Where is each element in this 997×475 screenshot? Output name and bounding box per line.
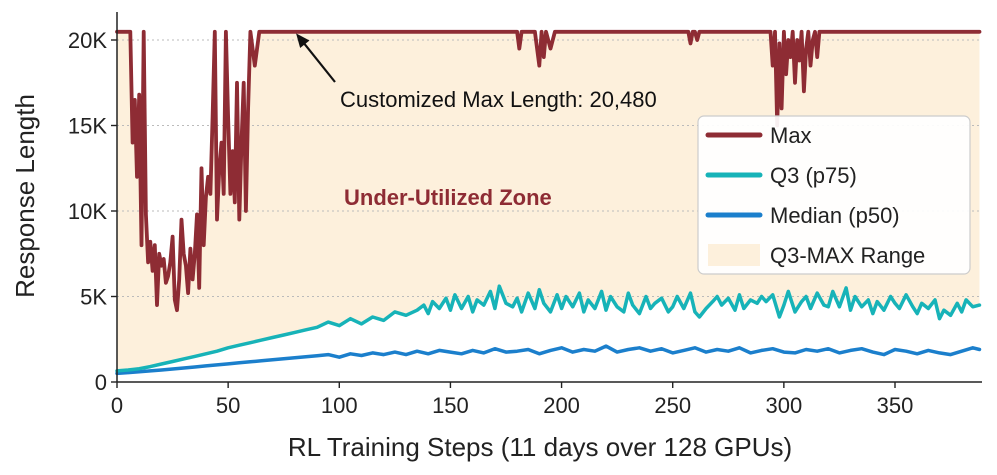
annotation-text: Customized Max Length: 20,480 <box>340 87 657 112</box>
y-tick-label: 0 <box>95 370 107 395</box>
x-tick-label: 250 <box>654 393 691 418</box>
y-tick-label: 10K <box>68 199 107 224</box>
series-lines <box>115 29 982 376</box>
x-tick-label: 0 <box>111 393 123 418</box>
x-tick-label: 300 <box>765 393 802 418</box>
max-length-annotation: Customized Max Length: 20,480 <box>296 33 657 112</box>
annotation-arrowhead <box>296 33 310 49</box>
legend-label: Median (p50) <box>770 203 900 228</box>
series-median-line <box>115 344 982 376</box>
legend-swatch-patch <box>708 244 760 266</box>
legend-label: Q3 (p75) <box>770 163 857 188</box>
x-tick-label: 350 <box>877 393 914 418</box>
series-q3-line <box>115 284 982 373</box>
y-tick-label: 20K <box>68 28 107 53</box>
under-utilized-zone-label: Under-Utilized Zone <box>344 185 552 210</box>
annotation-arrow <box>301 40 336 83</box>
x-tick-label: 50 <box>216 393 240 418</box>
y-axis-title: Response Length <box>10 94 40 298</box>
y-tick-label: 15K <box>68 114 107 139</box>
legend-label: Max <box>770 123 812 148</box>
x-tick-label: 100 <box>321 393 358 418</box>
series-max-line <box>115 29 982 313</box>
y-tick-label: 5K <box>80 285 107 310</box>
x-tick-label: 150 <box>432 393 469 418</box>
x-tick-label: 200 <box>543 393 580 418</box>
axes <box>116 12 982 383</box>
tick-labels: 0 50 100 150 200 250 300 350 0 5K 10K 15K 20K <box>68 28 914 418</box>
legend: Max Q3 (p75) Median (p50) Q3-MAX Range <box>697 115 971 275</box>
legend-label: Q3-MAX Range <box>770 243 925 268</box>
legend-frame <box>697 115 971 275</box>
x-axis-title: RL Training Steps (11 days over 128 GPUs… <box>288 432 792 462</box>
